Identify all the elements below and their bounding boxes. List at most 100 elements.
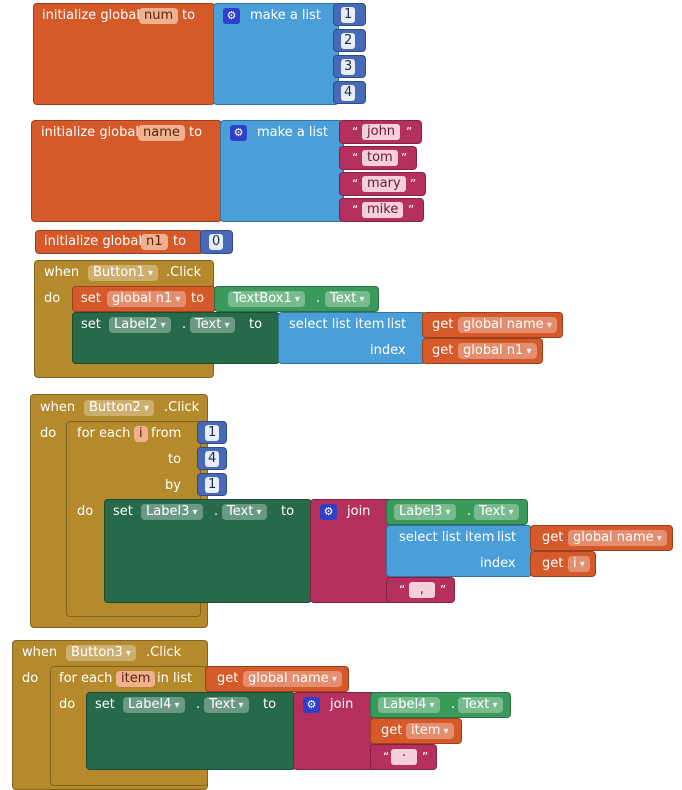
number-block[interactable]: 1 xyxy=(197,473,227,496)
number-value[interactable]: 1 xyxy=(205,477,220,493)
init-global-num-block[interactable]: initialize global num to xyxy=(33,3,215,105)
text-value[interactable]: john xyxy=(362,124,401,140)
property-dropdown[interactable]: Text xyxy=(325,291,370,307)
gear-icon[interactable]: ⚙ xyxy=(223,8,240,24)
loop-variable[interactable]: i xyxy=(134,426,148,442)
event-click-label: .Click xyxy=(146,645,182,660)
close-quote: ” xyxy=(422,750,429,764)
number-value[interactable]: 4 xyxy=(205,451,220,467)
select-list-item-block[interactable]: select list item list index xyxy=(278,312,426,364)
component-dropdown[interactable]: Button3 xyxy=(66,645,137,661)
make-a-list-label: make a list xyxy=(250,8,322,23)
text-value[interactable]: tom xyxy=(362,150,398,166)
get-variable-block[interactable]: get global n1 xyxy=(422,338,543,364)
make-a-list-block[interactable]: ⚙ make a list xyxy=(213,3,339,105)
number-block[interactable]: 3 xyxy=(333,55,366,78)
property-dropdown[interactable]: Text xyxy=(222,504,267,520)
component-dropdown[interactable]: Button2 xyxy=(84,400,155,416)
number-block[interactable]: 4 xyxy=(197,447,227,470)
variable-dropdown[interactable]: global n1 xyxy=(458,343,537,359)
get-label: get xyxy=(542,530,564,545)
list-label: list xyxy=(387,317,407,332)
number-value[interactable]: 1 xyxy=(205,425,220,441)
number-value[interactable]: 2 xyxy=(341,33,356,49)
number-value[interactable]: 1 xyxy=(341,7,356,23)
number-block[interactable]: 2 xyxy=(333,29,366,52)
variable-dropdown[interactable]: global name xyxy=(458,317,557,333)
text-value[interactable]: , xyxy=(409,582,435,598)
loop-variable[interactable]: item xyxy=(116,671,156,687)
do-label: do xyxy=(59,697,76,712)
property-dropdown[interactable]: Text xyxy=(190,317,235,333)
component-dropdown[interactable]: TextBox1 xyxy=(228,291,305,307)
get-variable-block[interactable]: get item xyxy=(370,718,462,744)
initialize-global-label: initialize global xyxy=(44,234,142,249)
text-value[interactable]: · xyxy=(391,749,417,765)
get-label: get xyxy=(381,723,403,738)
text-value[interactable]: mike xyxy=(362,202,404,218)
variable-dropdown[interactable]: global name xyxy=(568,530,667,546)
component-dropdown[interactable]: Label3 xyxy=(141,504,203,520)
to-label: to xyxy=(281,504,295,519)
component-dropdown[interactable]: Label4 xyxy=(123,697,185,713)
join-block[interactable]: ⚙ join xyxy=(310,499,392,603)
global-var-name[interactable]: n1 xyxy=(141,234,168,250)
open-quote: “ xyxy=(352,151,359,165)
init-global-n1-block[interactable]: initialize global n1 to xyxy=(35,230,204,254)
set-component-property-block[interactable]: set Label2 . Text to xyxy=(72,312,280,364)
component-dropdown[interactable]: Label3 xyxy=(394,504,456,520)
number-value[interactable]: 3 xyxy=(341,59,356,75)
get-variable-block[interactable]: get global name xyxy=(422,312,563,338)
component-getter-block[interactable]: TextBox1 . Text xyxy=(214,286,379,312)
number-block[interactable]: 1 xyxy=(333,3,366,26)
get-variable-block[interactable]: get i xyxy=(530,551,596,577)
variable-dropdown[interactable]: item xyxy=(406,723,454,739)
number-block[interactable]: 4 xyxy=(333,81,366,104)
component-getter-block[interactable]: Label4 . Text xyxy=(370,692,511,718)
number-block[interactable]: 1 xyxy=(197,421,227,444)
dot-label: . xyxy=(316,291,321,306)
set-global-block[interactable]: set global n1 to xyxy=(72,286,216,312)
property-dropdown[interactable]: Text xyxy=(204,697,249,713)
gear-icon[interactable]: ⚙ xyxy=(320,504,337,520)
text-value[interactable]: mary xyxy=(362,176,406,192)
text-block[interactable]: “ john ” xyxy=(339,120,422,144)
text-block[interactable]: “ tom ” xyxy=(339,146,417,170)
global-var-name[interactable]: name xyxy=(138,125,185,141)
index-label: index xyxy=(370,343,406,358)
variable-dropdown[interactable]: global name xyxy=(243,671,342,687)
initialize-global-label: initialize global xyxy=(41,125,139,140)
number-value[interactable]: 4 xyxy=(341,85,356,101)
make-a-list-block[interactable]: ⚙ make a list xyxy=(220,120,344,222)
get-label: get xyxy=(432,317,454,332)
gear-icon[interactable]: ⚙ xyxy=(303,697,320,713)
component-dropdown[interactable]: Button1 xyxy=(88,265,159,281)
property-dropdown[interactable]: Text xyxy=(458,697,503,713)
component-getter-block[interactable]: Label3 . Text xyxy=(386,499,528,525)
get-label: get xyxy=(217,671,239,686)
component-dropdown[interactable]: Label4 xyxy=(378,697,440,713)
text-block[interactable]: “ mike ” xyxy=(339,198,424,222)
gear-icon[interactable]: ⚙ xyxy=(230,125,247,141)
get-variable-block[interactable]: get global name xyxy=(205,666,349,692)
number-block[interactable]: 0 xyxy=(200,230,233,254)
property-dropdown[interactable]: Text xyxy=(474,504,519,520)
text-block[interactable]: “ mary ” xyxy=(339,172,426,196)
variable-dropdown[interactable]: i xyxy=(568,556,590,572)
close-quote: ” xyxy=(410,177,417,191)
set-component-property-block[interactable]: set Label3 . Text to xyxy=(104,499,312,603)
get-variable-block[interactable]: get global name xyxy=(530,525,673,551)
list-label: list xyxy=(497,530,517,545)
select-list-item-block[interactable]: select list item list index xyxy=(386,525,532,577)
init-global-name-block[interactable]: initialize global name to xyxy=(31,120,222,222)
set-component-property-block[interactable]: set Label4 . Text to xyxy=(86,692,296,770)
number-value[interactable]: 0 xyxy=(209,234,224,250)
variable-dropdown[interactable]: global n1 xyxy=(107,291,186,307)
text-block[interactable]: “ · ” xyxy=(370,744,437,770)
join-block[interactable]: ⚙ join xyxy=(293,692,376,770)
do-label: do xyxy=(77,504,94,519)
text-block[interactable]: “ , ” xyxy=(386,577,455,603)
do-label: do xyxy=(40,426,57,441)
global-var-name[interactable]: num xyxy=(139,8,179,24)
component-dropdown[interactable]: Label2 xyxy=(109,317,171,333)
